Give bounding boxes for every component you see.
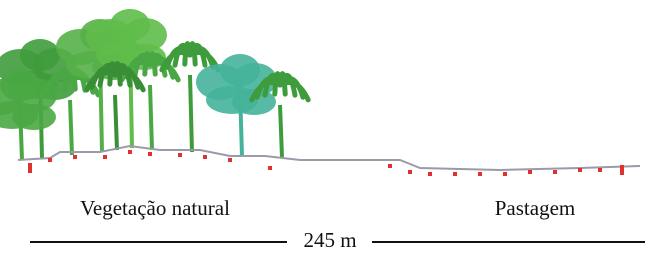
end-marker (620, 165, 624, 175)
scale-label: 245 m (303, 228, 356, 252)
sampling-marker (408, 170, 412, 174)
sampling-marker (148, 152, 152, 156)
sampling-marker (388, 164, 392, 168)
crown (220, 54, 260, 86)
trunk (70, 100, 72, 155)
sampling-marker (228, 158, 232, 162)
sampling-marker (203, 155, 207, 159)
trunk (280, 105, 282, 157)
sampling-marker (528, 170, 532, 174)
crown (20, 39, 60, 71)
crown (110, 9, 150, 41)
trunk (190, 75, 192, 152)
sampling-marker (503, 172, 507, 176)
vegetation (0, 9, 308, 160)
crown (12, 104, 56, 130)
sampling-marker (128, 150, 132, 154)
sampling-marker (453, 172, 457, 176)
sampling-marker (553, 170, 557, 174)
trunk (115, 95, 117, 150)
label-natural-vegetation: Vegetação natural (80, 196, 230, 220)
end-marker (28, 163, 32, 173)
label-pasture: Pastagem (495, 196, 575, 220)
crown (0, 69, 40, 101)
sampling-marker (73, 155, 77, 159)
sampling-marker (478, 172, 482, 176)
sampling-marker (268, 166, 272, 170)
diagram: Vegetação natural Pastagem 245 m (0, 0, 653, 260)
trunk (150, 85, 152, 150)
ground-profile (18, 146, 640, 170)
sampling-points (28, 150, 624, 176)
sampling-marker (178, 153, 182, 157)
sampling-marker (428, 172, 432, 176)
sampling-marker (103, 155, 107, 159)
sampling-marker (578, 168, 582, 172)
sampling-marker (598, 168, 602, 172)
sampling-marker (48, 158, 52, 162)
